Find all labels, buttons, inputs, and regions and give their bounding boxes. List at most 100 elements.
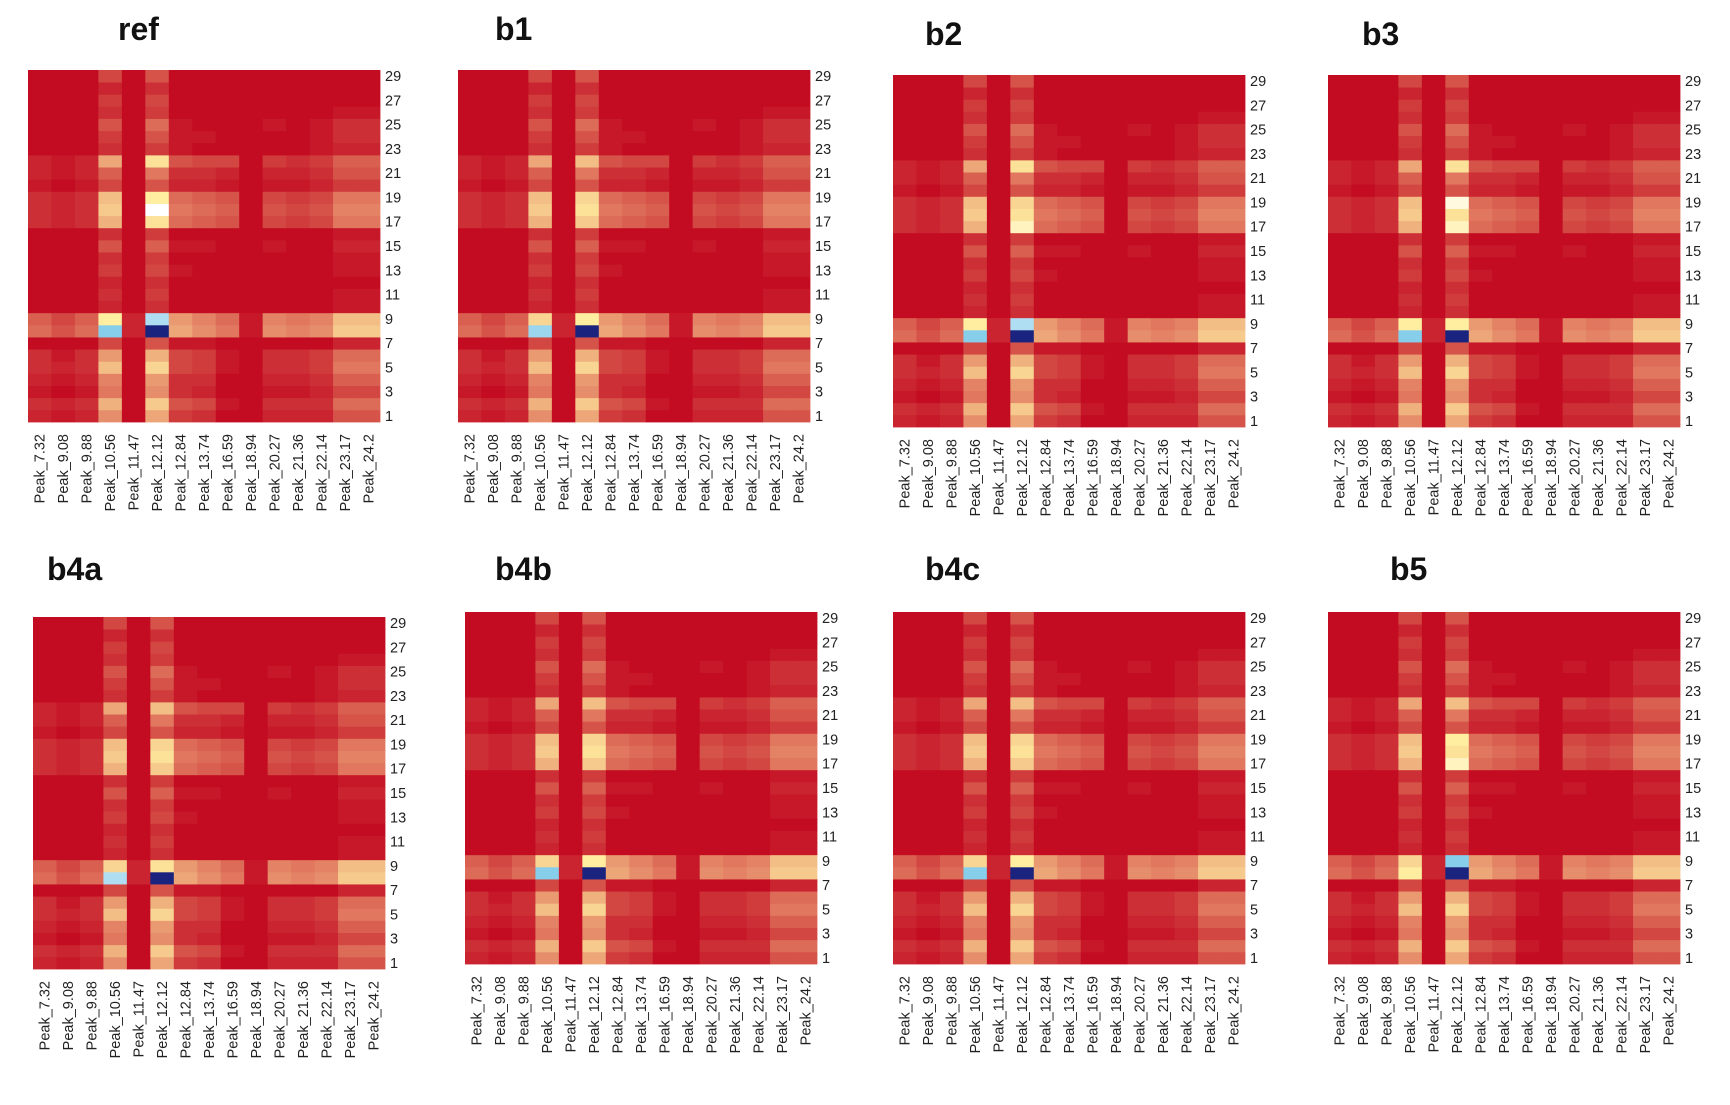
heatmap-cell [145, 70, 170, 83]
heatmap-cell [314, 738, 339, 751]
heatmap-cell [1421, 818, 1446, 831]
heatmap-cell [1328, 745, 1352, 759]
heatmap-cell [333, 130, 357, 144]
heatmap-cell [551, 300, 576, 314]
heatmap-cell [215, 70, 240, 83]
heatmap-cell [333, 397, 357, 411]
heatmap-cell [1057, 806, 1082, 819]
heatmap-cell [286, 70, 310, 83]
heatmap-cell [1515, 830, 1540, 844]
heatmap-cell [1351, 721, 1376, 734]
heatmap-cell [939, 660, 964, 674]
heatmap-cell [145, 203, 170, 217]
heatmap-cell [511, 927, 536, 941]
heatmap-cell [1198, 159, 1222, 173]
y-tick-label: 7 [822, 878, 830, 894]
heatmap-cell [1398, 378, 1423, 391]
heatmap-cell [1221, 794, 1246, 807]
heatmap-cell [145, 300, 170, 314]
heatmap-cell [1656, 915, 1681, 928]
heatmap-cell [676, 624, 701, 637]
x-tick-label: Peak_13.74 [627, 434, 643, 511]
heatmap-cell [267, 835, 292, 849]
heatmap-cell [1221, 390, 1246, 404]
heatmap-cell [1351, 818, 1376, 831]
heatmap-cell [629, 733, 654, 746]
heatmap-cell [1010, 939, 1035, 953]
heatmap-cell [598, 167, 623, 180]
heatmap-cell [1221, 684, 1246, 698]
heatmap-cell [1010, 147, 1035, 161]
heatmap-cell [763, 312, 787, 326]
heatmap-cell [629, 696, 654, 710]
heatmap-cell [1351, 402, 1376, 416]
heatmap-cell [1174, 135, 1199, 149]
heatmap-cell [1633, 135, 1657, 149]
heatmap-cell [893, 709, 917, 722]
heatmap-cell [267, 944, 292, 958]
heatmap-cell [916, 257, 941, 270]
heatmap-cell [51, 70, 76, 83]
heatmap-cell [197, 786, 222, 800]
heatmap-cell [1562, 769, 1587, 783]
heatmap-cell [939, 281, 964, 294]
heatmap-cell [356, 106, 381, 119]
heatmap-cell [121, 130, 146, 144]
y-tick-label: 7 [1250, 878, 1258, 894]
heatmap-cell [669, 361, 694, 374]
heatmap-cell [1539, 842, 1564, 856]
heatmap-cell [1198, 208, 1222, 222]
heatmap-cell [1080, 684, 1105, 698]
heatmap-cell [986, 781, 1011, 795]
heatmap-cell [1398, 305, 1423, 319]
heatmap-cell [244, 944, 269, 958]
heatmap-cell [488, 818, 513, 831]
heatmap-cell [1328, 196, 1352, 209]
heatmap-cell [1174, 99, 1199, 112]
heatmap-cell [286, 385, 310, 399]
heatmap-cell [916, 624, 941, 637]
panel-title: b5 [1390, 551, 1427, 587]
heatmap-cell [723, 684, 747, 698]
heatmap-cell [356, 300, 381, 314]
heatmap-cell [1586, 135, 1610, 149]
heatmap-cell [1033, 329, 1058, 343]
heatmap-cell [1609, 159, 1634, 173]
heatmap-cell [558, 939, 583, 953]
heatmap-cell [1351, 390, 1376, 404]
heatmap-cell [770, 830, 794, 844]
heatmap-cell [893, 281, 917, 294]
heatmap-cell [1515, 648, 1540, 661]
heatmap-cell [986, 624, 1011, 637]
heatmap-cell [168, 130, 193, 144]
heatmap-cell [963, 818, 988, 831]
heatmap-cell [126, 786, 151, 800]
heatmap-cell [1010, 75, 1035, 88]
heatmap-cell [220, 896, 245, 909]
heatmap-cell [1398, 414, 1423, 428]
heatmap-cell [1151, 135, 1175, 149]
heatmap-cell [1104, 794, 1129, 807]
heatmap-cell [74, 191, 99, 204]
heatmap-cell [309, 227, 334, 241]
heatmap-cell [1127, 709, 1152, 722]
heatmap-cell [1633, 208, 1657, 222]
heatmap-cell [1539, 305, 1564, 319]
heatmap-cell [239, 118, 264, 132]
heatmap-cell [939, 891, 964, 904]
heatmap-cell [763, 361, 787, 374]
x-tick-label: Peak_16.59 [658, 976, 674, 1053]
heatmap-cell [963, 612, 988, 625]
heatmap-cell [1609, 244, 1634, 258]
heatmap-cell [1328, 269, 1352, 282]
heatmap-cell [79, 871, 104, 885]
heatmap-cell [551, 397, 576, 411]
heatmap-cell [220, 653, 245, 666]
heatmap-cell [986, 672, 1011, 686]
heatmap-cell [1398, 123, 1423, 137]
heatmap-cell [1057, 342, 1082, 355]
heatmap-cell [1010, 721, 1035, 734]
heatmap-cell [1151, 866, 1175, 880]
heatmap-cell [1127, 390, 1152, 404]
heatmap-cell [314, 811, 339, 824]
